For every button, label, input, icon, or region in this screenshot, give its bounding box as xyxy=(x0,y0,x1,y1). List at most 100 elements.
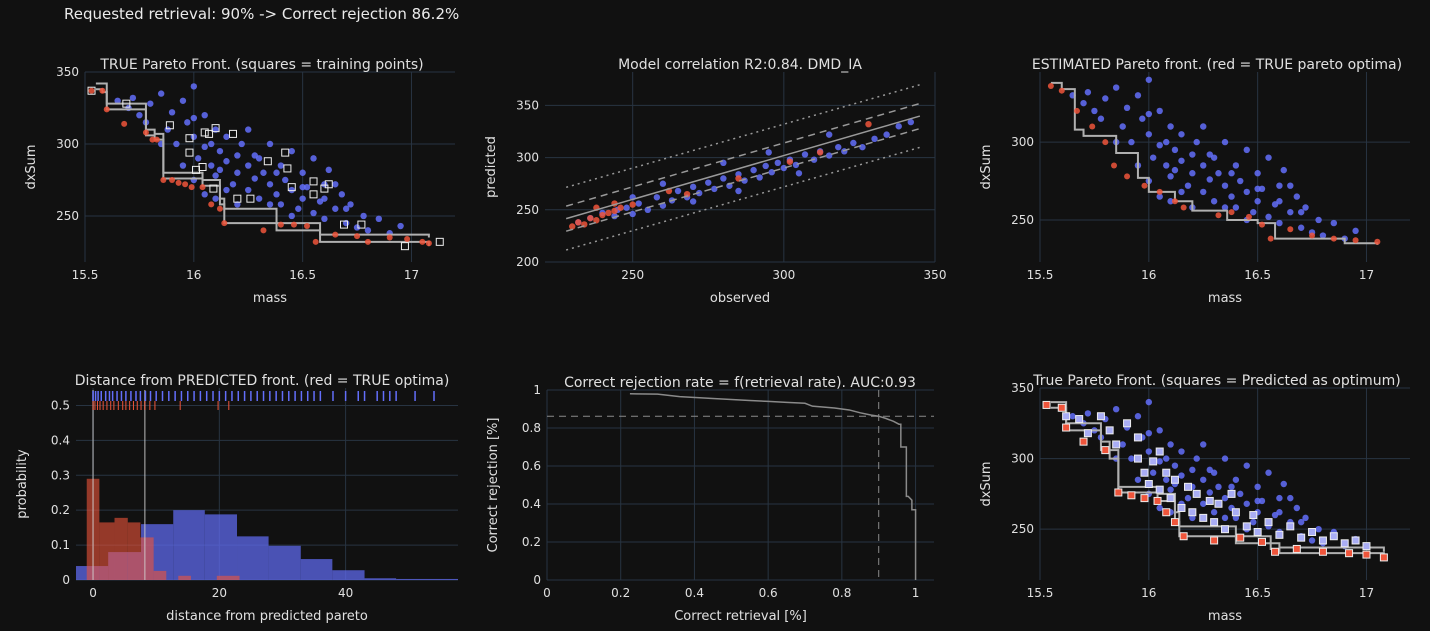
prediction-point xyxy=(768,169,775,176)
cloud-point xyxy=(1128,455,1135,462)
true-optimum-point xyxy=(332,231,339,238)
training-point-square xyxy=(205,129,214,138)
cloud-point xyxy=(245,126,252,133)
y-tick-label: 250 xyxy=(1011,213,1034,227)
predicted-optimum-square xyxy=(1170,475,1179,484)
true-optimum-square xyxy=(1140,494,1149,503)
cloud-point xyxy=(1134,92,1142,99)
cloud-point xyxy=(260,169,267,176)
cloud-point xyxy=(1171,166,1179,174)
cloud-point xyxy=(299,169,306,176)
predicted-optimum-square xyxy=(1340,539,1349,548)
x-axis-label: distance from predicted pareto xyxy=(166,609,368,624)
cloud-point xyxy=(1167,173,1174,180)
true-optimum-point xyxy=(386,234,393,241)
x-tick-label: 16.5 xyxy=(289,268,316,282)
x-tick-label: 16.5 xyxy=(1244,268,1271,282)
cloud-point xyxy=(1163,455,1170,462)
cloud-point xyxy=(266,181,274,188)
cloud-point xyxy=(1163,162,1170,169)
cloud-point xyxy=(1200,441,1207,448)
true-optimum-point xyxy=(160,176,167,183)
true-optimum-point xyxy=(1228,209,1235,216)
optimum-prediction-point xyxy=(617,204,624,211)
x-tick-label: 15.5 xyxy=(1027,268,1054,282)
optimum-prediction-point xyxy=(605,209,612,217)
cloud-point xyxy=(1232,476,1240,483)
y-tick-label: 1 xyxy=(533,383,541,397)
cloud-point xyxy=(1184,182,1192,189)
predicted-optimum-square xyxy=(1155,447,1164,456)
cloud-point xyxy=(375,215,383,223)
true-optimum-square xyxy=(1127,491,1136,500)
training-point-square xyxy=(320,184,329,193)
optimum-prediction-point xyxy=(569,223,576,230)
cloud-point xyxy=(1276,219,1283,227)
cloud-point xyxy=(1210,198,1218,205)
optima-histogram-bar xyxy=(153,570,167,580)
predicted-optimum-square xyxy=(1083,429,1092,438)
predicted-optimum-square xyxy=(1308,528,1317,536)
true-optimum-point xyxy=(208,201,215,208)
cloud-point xyxy=(1265,154,1272,161)
predicted-optimum-square xyxy=(1112,440,1121,449)
predicted-optimum-square xyxy=(1192,489,1201,498)
true-optimum-square xyxy=(1057,403,1066,412)
training-point-square xyxy=(435,237,444,246)
predicted-optimum-square xyxy=(1210,518,1219,527)
prediction-point xyxy=(644,206,651,214)
cloud-point xyxy=(190,83,198,90)
cloud-point xyxy=(1221,138,1229,146)
true-optimum-point xyxy=(175,179,182,186)
x-tick-label: 0.4 xyxy=(685,586,704,600)
cloud-point xyxy=(1189,170,1196,177)
cloud-point xyxy=(1228,483,1235,491)
cloud-point xyxy=(397,222,404,230)
cloud-point xyxy=(1232,514,1240,522)
predicted-optimum-square xyxy=(1177,504,1186,512)
cloud-point xyxy=(1178,188,1185,196)
cloud-point xyxy=(1210,509,1218,516)
true-optimum-point xyxy=(1102,139,1109,146)
cloud-point xyxy=(1167,441,1174,448)
cloud-point xyxy=(1250,518,1257,526)
cloud-point xyxy=(1069,413,1076,420)
chart-distance-histogram: 0 20 40 0 0.1 0.2 0.3 0.4 0.5 Distance from PREDI… xyxy=(15,373,458,624)
true-front-upper-line xyxy=(95,82,430,238)
true-optimum-point xyxy=(142,129,149,136)
prediction-point xyxy=(623,204,630,211)
cloud-point xyxy=(273,191,280,198)
all-histogram-bar xyxy=(204,514,238,580)
cloud-point xyxy=(1315,525,1322,533)
true-optimum-point xyxy=(364,238,371,245)
rejection-curve-line xyxy=(629,393,917,580)
cloud-point xyxy=(238,140,245,148)
prediction-point xyxy=(765,149,772,156)
cloud-point xyxy=(1221,204,1229,211)
true-optimum-point xyxy=(419,238,426,245)
optima-histogram-bar xyxy=(216,575,240,580)
cloud-point xyxy=(1167,486,1174,493)
cloud-point xyxy=(1221,494,1229,502)
y-tick-label: 300 xyxy=(516,151,539,165)
chart-title: Distance from PREDICTED front. (red = TR… xyxy=(75,373,450,389)
cloud-point xyxy=(201,143,208,151)
y-axis-label: dxSum xyxy=(979,144,994,189)
optima-histogram-bar xyxy=(140,537,154,580)
cloud-point xyxy=(353,224,361,231)
true-optimum-point xyxy=(121,120,128,127)
prediction-point xyxy=(629,210,636,218)
prediction-point xyxy=(635,200,642,207)
predicted-optimum-square xyxy=(1205,496,1214,505)
cloud-point xyxy=(1254,497,1261,505)
x-tick-label: 350 xyxy=(924,268,947,282)
cloud-point xyxy=(282,176,289,184)
predicted-optimum-square xyxy=(1286,522,1295,531)
y-tick-label: 0 xyxy=(533,573,541,587)
cloud-point xyxy=(342,205,350,212)
cloud-point xyxy=(173,140,180,148)
cloud-point xyxy=(234,201,241,208)
cloud-point xyxy=(1178,157,1185,164)
x-tick-label: 15.5 xyxy=(1027,586,1054,600)
prediction-point xyxy=(835,143,842,151)
